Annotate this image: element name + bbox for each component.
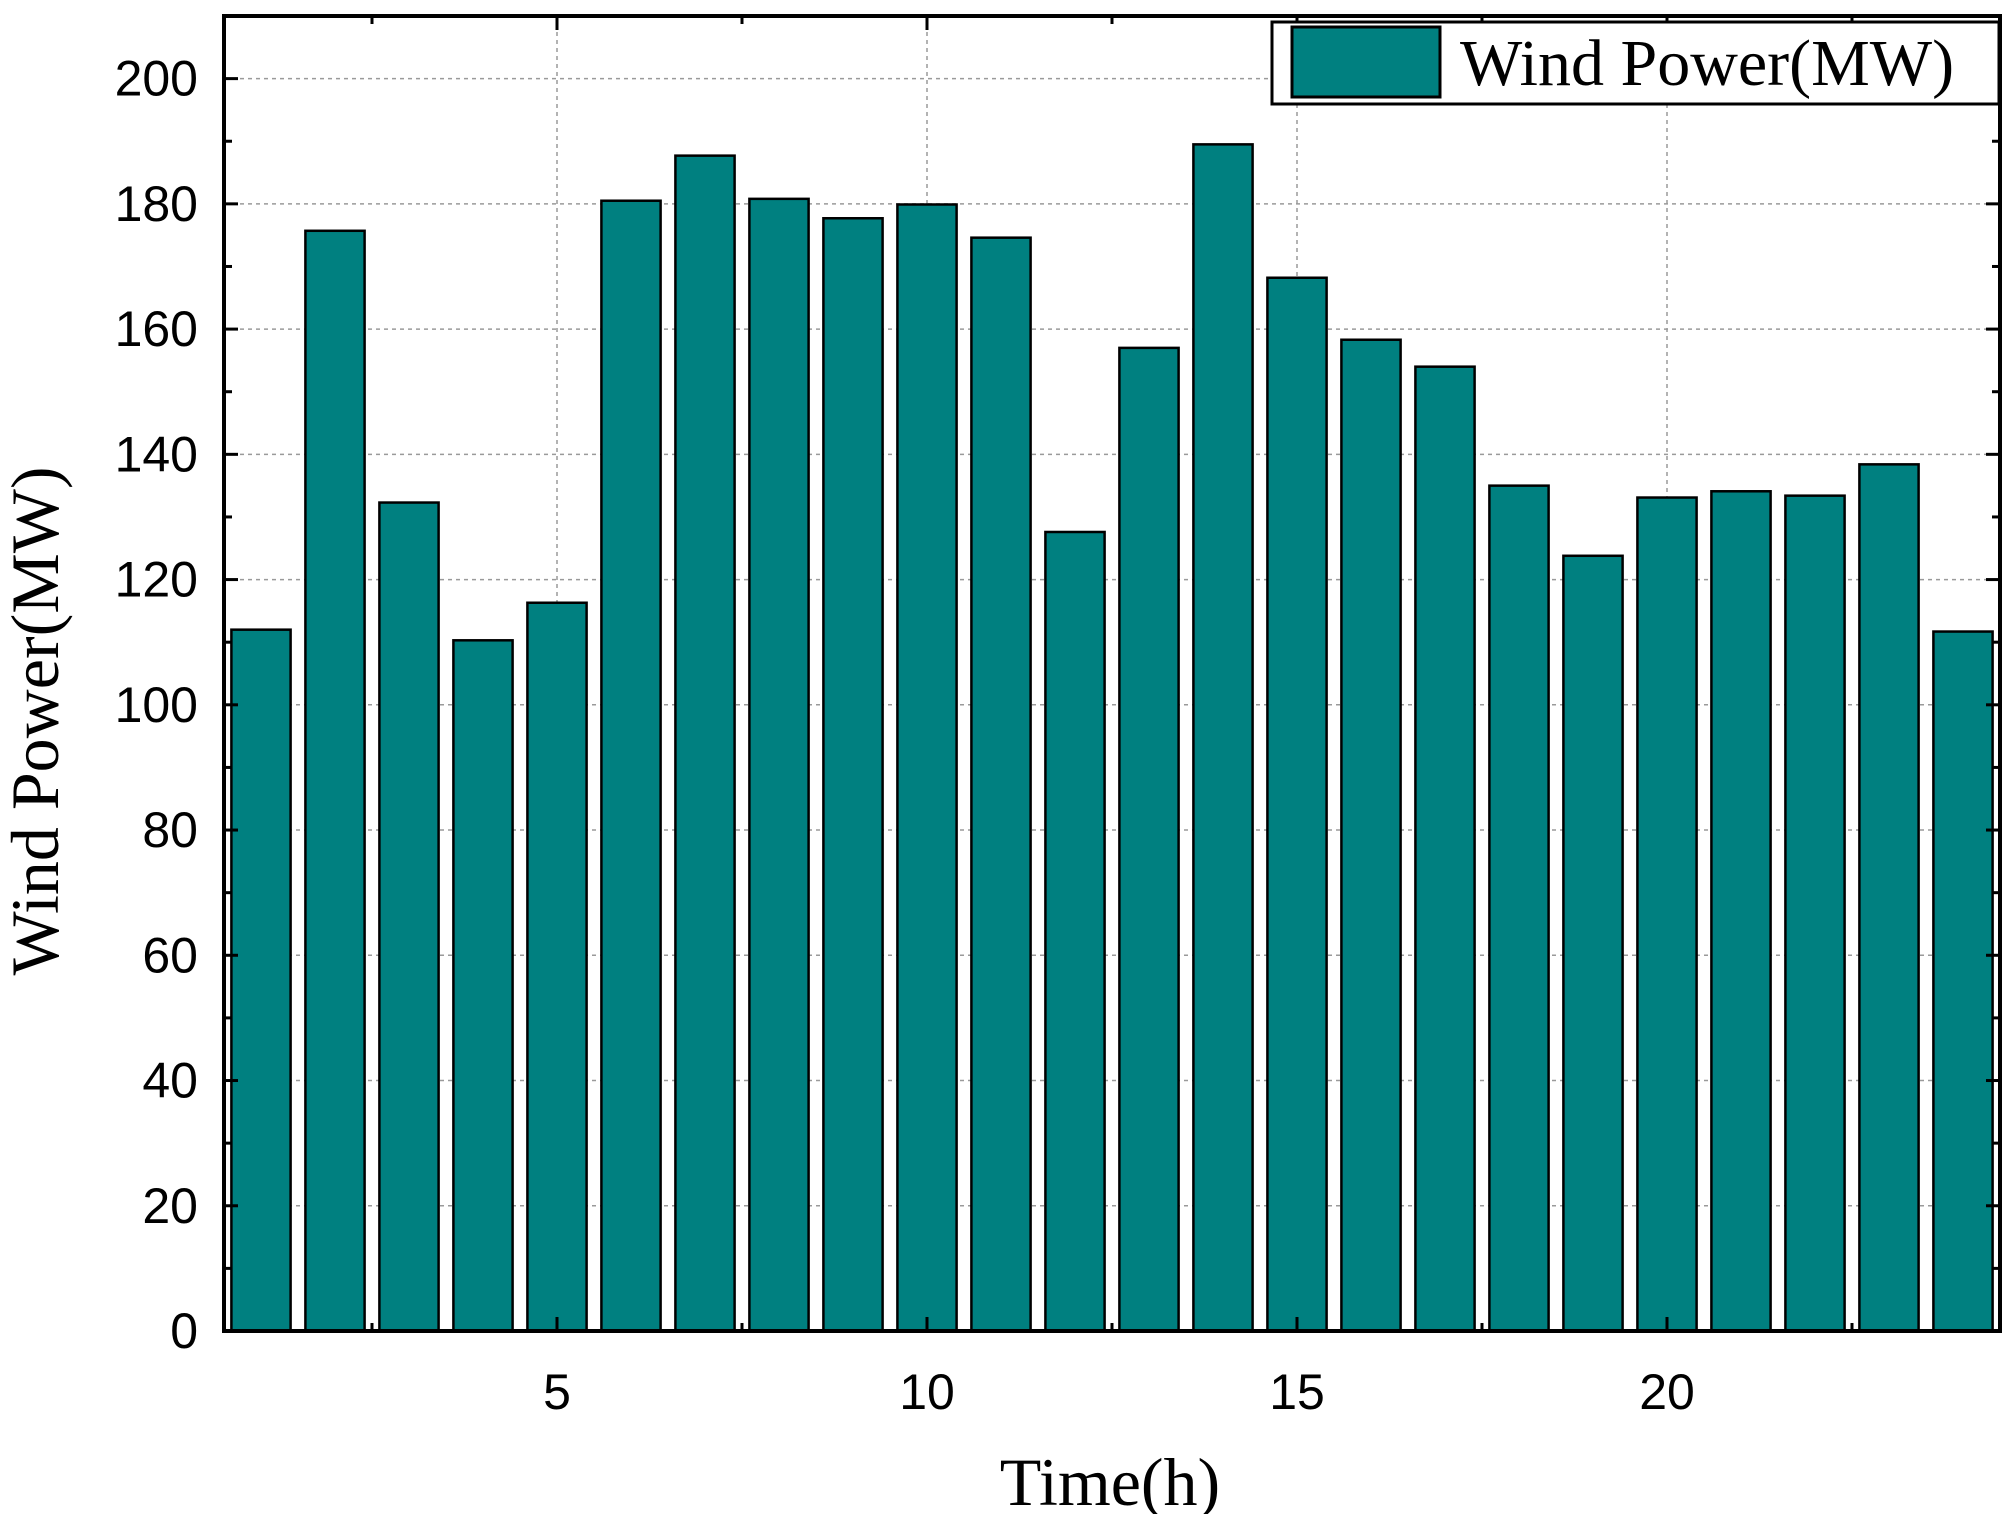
y-tick-label: 100: [115, 677, 198, 733]
bar: [378, 501, 440, 1333]
bar: [1192, 143, 1254, 1333]
y-tick-label: 20: [142, 1178, 198, 1234]
bar: [304, 229, 366, 1333]
bar: [748, 197, 810, 1333]
y-axis-title: Wind Power(MW): [0, 466, 73, 975]
bar: [674, 154, 736, 1333]
y-tick-label: 200: [115, 51, 198, 107]
tick-labels: 0 20 40 60 80 100 120 140 160 180 200 5 10 15 20: [115, 51, 1695, 1420]
bar: [1636, 496, 1698, 1333]
legend: Wind Power(MW): [1270, 20, 2001, 106]
bar: [822, 217, 884, 1333]
y-tick-label: 180: [115, 176, 198, 232]
x-tick-label: 20: [1639, 1364, 1695, 1420]
y-tick-label: 120: [115, 552, 198, 608]
bar: [1414, 365, 1476, 1333]
bar: [452, 639, 514, 1333]
x-tick-label: 5: [543, 1364, 571, 1420]
y-tick-label: 60: [142, 927, 198, 983]
bar: [970, 236, 1032, 1333]
bar: [1266, 276, 1328, 1333]
bar: [600, 199, 662, 1333]
y-tick-label: 160: [115, 301, 198, 357]
y-tick-label: 40: [142, 1053, 198, 1109]
y-tick-label: 140: [115, 426, 198, 482]
x-tick-label: 15: [1269, 1364, 1325, 1420]
legend-label: Wind Power(MW): [1460, 27, 1954, 100]
x-tick-label: 10: [899, 1364, 955, 1420]
bar: [526, 601, 588, 1333]
y-tick-label: 80: [142, 802, 198, 858]
bar: [230, 628, 292, 1333]
bar: [1488, 484, 1550, 1333]
bar: [1858, 463, 1920, 1333]
bar: [896, 203, 958, 1333]
bar: [1562, 554, 1624, 1333]
x-axis-title: Time(h): [1000, 1444, 1220, 1514]
bar: [1118, 346, 1180, 1333]
bar: [1340, 338, 1402, 1333]
bars: [230, 143, 1994, 1333]
legend-swatch: [1290, 25, 1442, 99]
bar: [1044, 530, 1106, 1333]
bar: [1932, 630, 1994, 1333]
axis-ticks: [224, 14, 2000, 1333]
bar: [1710, 490, 1772, 1333]
y-tick-label: 0: [170, 1303, 198, 1359]
bar: [1784, 494, 1846, 1333]
